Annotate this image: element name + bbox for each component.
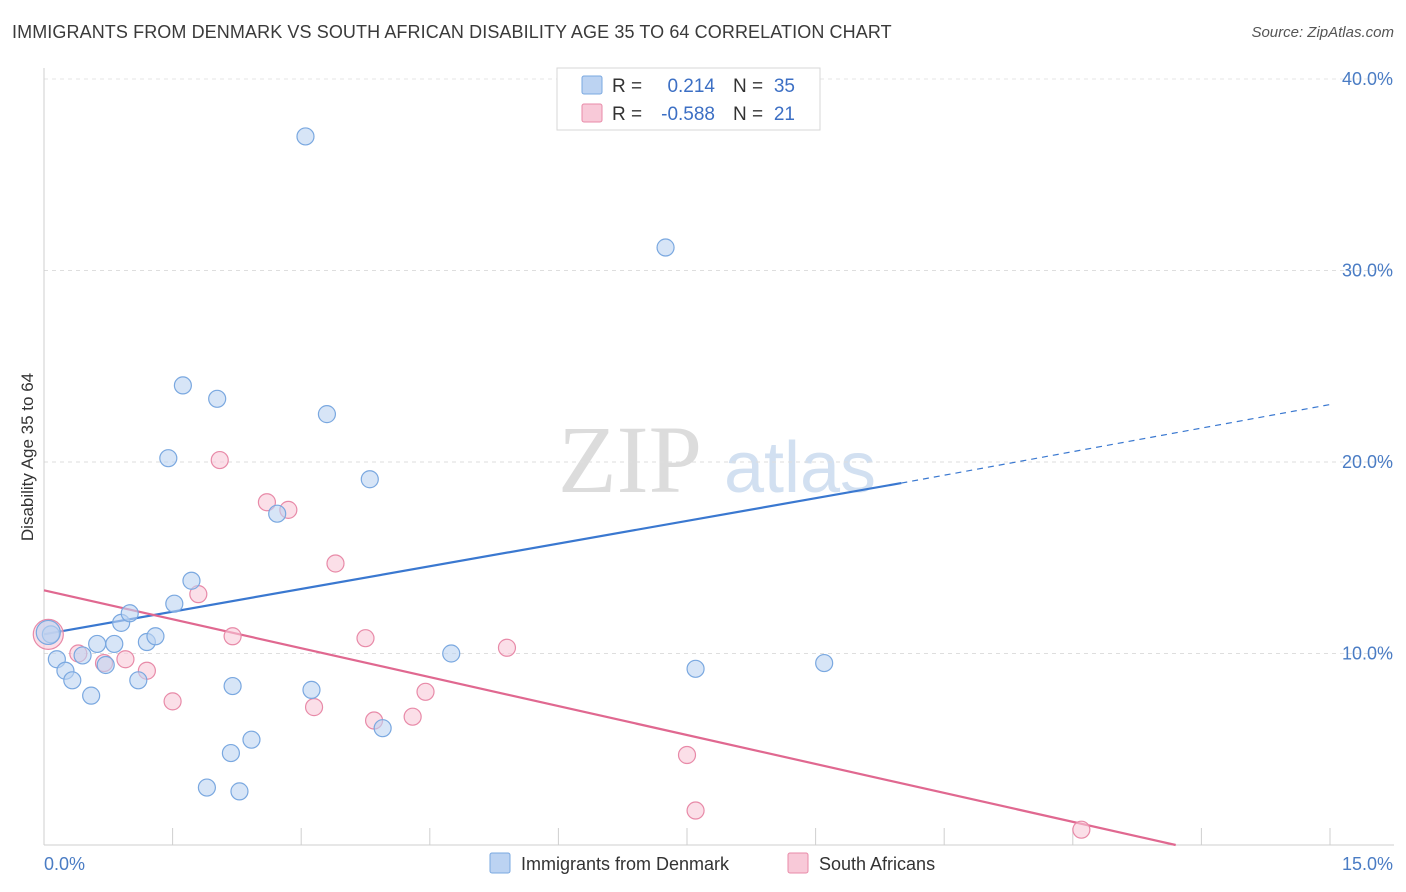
x-tick-label-0: 0.0%	[44, 854, 85, 874]
y-tick-labels: 10.0% 20.0% 30.0% 40.0%	[1342, 69, 1393, 664]
y-tick-label-0: 10.0%	[1342, 644, 1393, 664]
data-point-denmark-6	[88, 634, 107, 654]
data-point-denmark-21	[223, 676, 242, 696]
y-tick-label-2: 30.0%	[1342, 261, 1393, 281]
legend-label-denmark: Immigrants from Denmark	[521, 854, 730, 874]
x-tick-label-1: 15.0%	[1342, 854, 1393, 874]
data-point-denmark-33	[815, 653, 834, 673]
x-tick-labels: 0.0% 15.0%	[44, 854, 1393, 874]
data-point-denmark-16	[173, 376, 192, 395]
legend-swatch-south-africans	[787, 852, 809, 874]
data-point-denmark-23	[242, 730, 261, 749]
source-credit: Source: ZipAtlas.com	[1251, 24, 1394, 41]
chart-title: IMMIGRANTS FROM DENMARK VS SOUTH AFRICAN…	[12, 22, 892, 42]
watermark: ZIP atlas	[558, 406, 876, 513]
data-point-south-africans-11	[304, 698, 324, 717]
stats-r-value-denmark: 0.214	[667, 76, 715, 97]
stats-swatch-denmark	[581, 75, 603, 95]
data-point-south-africans-20	[1072, 820, 1091, 839]
data-point-denmark-26	[302, 680, 321, 699]
stats-swatch-south-africans	[581, 103, 603, 123]
data-point-denmark-22	[230, 782, 249, 801]
data-point-denmark-30	[442, 644, 461, 663]
data-point-south-africans-3	[116, 650, 135, 669]
stats-r-label-south-africans: R =	[612, 104, 642, 125]
data-point-south-africans-7	[210, 450, 229, 470]
data-point-south-africans-8	[223, 627, 242, 646]
data-point-denmark-31	[656, 238, 675, 257]
data-point-denmark-19	[208, 389, 227, 408]
data-point-south-africans-18	[677, 745, 697, 765]
y-axis-label: Disability Age 35 to 64	[18, 373, 37, 541]
data-point-south-africans-19	[686, 801, 705, 820]
data-point-denmark-17	[182, 571, 201, 590]
data-point-denmark-24	[268, 504, 287, 523]
data-point-south-africans-13	[356, 629, 375, 648]
data-point-denmark-10	[120, 604, 139, 623]
data-point-south-africans-5	[163, 692, 182, 711]
data-point-denmark-8	[105, 634, 124, 654]
stats-legend: R = 0.214 N = 35 R = -0.588 N = 21	[556, 67, 821, 131]
y-tick-label-3: 40.0%	[1342, 69, 1393, 89]
data-point-denmark-15	[165, 594, 184, 613]
data-point-south-africans-12	[326, 554, 345, 573]
legend-label-south-africans: South Africans	[819, 854, 935, 874]
legend-swatch-denmark	[489, 852, 511, 874]
stats-r-value-south-africans: -0.588	[661, 104, 715, 125]
data-point-south-africans-9	[257, 493, 277, 512]
data-point-denmark-7	[96, 655, 115, 675]
data-point-denmark-3	[63, 671, 82, 690]
data-point-denmark-20	[221, 743, 240, 763]
data-point-denmark-25	[296, 127, 315, 146]
watermark-zip: ZIP	[558, 406, 702, 513]
data-point-denmark-32	[686, 659, 705, 678]
trend-line-0	[43, 481, 902, 636]
data-point-denmark-11	[129, 671, 148, 690]
data-point-south-africans-16	[416, 682, 435, 701]
series-legend: Immigrants from Denmark South Africans	[489, 852, 935, 874]
stats-n-label-south-africans: N =	[733, 104, 763, 125]
trend-line-extension-0	[901, 403, 1331, 484]
data-point-denmark-14	[159, 449, 178, 468]
data-point-south-africans-15	[403, 707, 422, 726]
data-points	[32, 127, 1091, 839]
stats-n-value-denmark: 35	[774, 76, 795, 97]
data-point-south-africans-17	[497, 638, 517, 657]
data-point-denmark-27	[317, 405, 337, 424]
stats-n-value-south-africans: 21	[774, 104, 795, 125]
watermark-atlas: atlas	[724, 428, 876, 508]
stats-r-label-denmark: R =	[612, 76, 642, 97]
data-point-denmark-34	[35, 619, 61, 646]
data-point-denmark-4	[73, 646, 92, 665]
grid-lines	[44, 78, 1394, 654]
data-point-denmark-5	[82, 686, 101, 705]
stats-n-label-denmark: N =	[733, 76, 763, 97]
trend-line-1	[43, 589, 1176, 847]
axes	[43, 68, 1394, 846]
y-tick-label-1: 20.0%	[1342, 452, 1393, 472]
data-point-denmark-13	[146, 627, 165, 646]
data-point-denmark-29	[373, 719, 392, 738]
data-point-denmark-28	[360, 470, 379, 489]
data-point-denmark-18	[197, 778, 216, 797]
